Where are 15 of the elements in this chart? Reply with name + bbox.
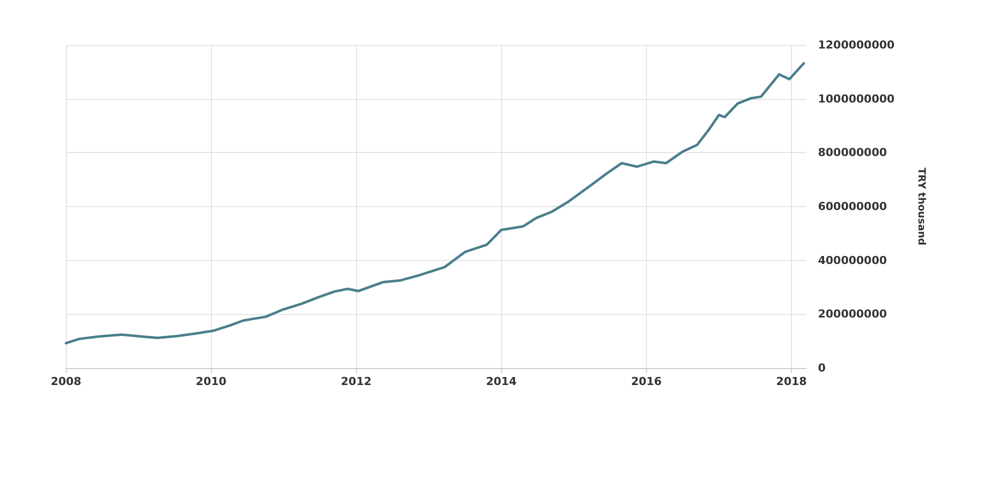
y-tick-label: 600000000: [818, 200, 888, 213]
x-tick-label: 2012: [340, 375, 372, 388]
y-tick-label: 400000000: [818, 254, 888, 267]
x-tick-label: 2010: [196, 375, 227, 388]
y-tick-label: 200000000: [818, 308, 888, 321]
x-tick-label: 2008: [50, 375, 82, 388]
y-tick-label: 800000000: [818, 146, 888, 160]
x-tick-label: 2018: [776, 375, 807, 388]
x-tick-label: 2014: [486, 375, 517, 388]
x-tick-label: 2016: [631, 375, 662, 388]
y-axis-title: TRY thousand: [916, 168, 926, 246]
y-tick-label: 1200000000: [818, 38, 895, 52]
y-tick-label: 0: [818, 362, 826, 374]
y-tick-label: 1000000000: [818, 92, 895, 106]
line-series: [64, 62, 806, 344]
